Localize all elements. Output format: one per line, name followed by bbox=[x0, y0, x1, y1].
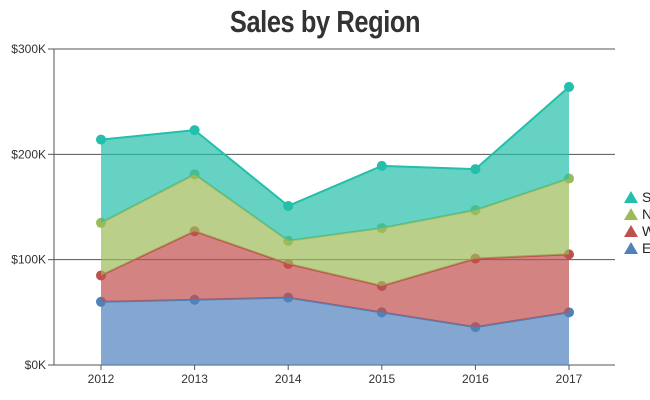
x-tick-label: 2014 bbox=[275, 372, 302, 386]
legend-label-e: E bbox=[642, 240, 650, 256]
area-w bbox=[101, 231, 569, 328]
area-n bbox=[101, 174, 569, 286]
legend-label-w: W bbox=[642, 223, 650, 239]
y-tick-label: $200K bbox=[11, 147, 46, 161]
data-point bbox=[189, 125, 200, 136]
chart-title: Sales by Region bbox=[229, 4, 421, 39]
data-point bbox=[564, 81, 574, 92]
x-tick-label: 2012 bbox=[88, 372, 115, 386]
data-point bbox=[470, 164, 481, 175]
y-tick-label: $300K bbox=[11, 42, 46, 56]
data-point bbox=[376, 160, 387, 171]
legend-marker-w bbox=[624, 225, 638, 237]
x-tick-label: 2017 bbox=[556, 372, 583, 386]
area-s bbox=[101, 86, 569, 241]
legend-marker-e bbox=[624, 242, 638, 254]
legend-marker-n bbox=[624, 208, 638, 220]
legend-label-n: N bbox=[642, 206, 650, 222]
legend-label-s: S bbox=[642, 189, 650, 205]
y-tick-label: $0K bbox=[25, 358, 46, 372]
data-point bbox=[283, 200, 294, 211]
area-e bbox=[101, 297, 569, 365]
y-tick-label: $100K bbox=[11, 253, 46, 267]
legend-marker-s bbox=[624, 191, 638, 203]
data-point bbox=[96, 134, 106, 145]
x-tick-label: 2013 bbox=[181, 372, 208, 386]
line-s bbox=[100, 86, 570, 208]
x-tick-label: 2016 bbox=[462, 372, 489, 386]
x-tick-label: 2015 bbox=[368, 372, 395, 386]
